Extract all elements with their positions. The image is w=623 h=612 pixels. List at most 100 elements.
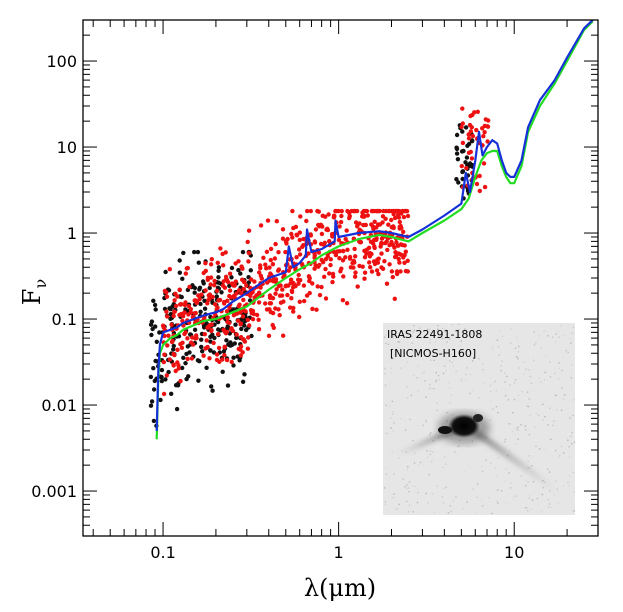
photometry-red-point: [319, 257, 324, 263]
inset-noise-speck: [422, 389, 425, 391]
inset-noise-speck: [528, 414, 531, 417]
photometry-red-point: [374, 237, 379, 242]
inset-noise-speck: [461, 459, 464, 461]
y-tick-label: 100: [46, 52, 77, 71]
photometry-red-point: [348, 265, 354, 270]
photometry-black-point: [240, 249, 246, 255]
photometry-black-point: [202, 298, 207, 303]
inset-noise-speck: [570, 339, 573, 342]
inset-noise-speck: [429, 453, 432, 456]
inset-noise-speck: [404, 419, 406, 421]
inset-noise-speck: [550, 506, 553, 508]
inset-noise-speck: [448, 513, 451, 516]
inset-noise-speck: [411, 499, 413, 501]
inset-noise-speck: [535, 412, 537, 415]
photometry-red-point: [288, 265, 293, 270]
photometry-red-point: [166, 333, 171, 338]
photometry-red-point: [214, 288, 220, 293]
inset-noise-speck: [406, 361, 409, 363]
inset-noise-speck: [385, 432, 388, 435]
inset-noise-speck: [570, 342, 572, 344]
photometry-red-point: [338, 269, 343, 274]
inset-noise-speck: [409, 480, 411, 482]
photometry-red-point: [240, 314, 246, 319]
photometry-red-point: [307, 278, 312, 284]
photometry-red-point: [245, 317, 250, 323]
inset-noise-speck: [503, 441, 506, 443]
inset-noise-speck: [384, 487, 386, 489]
photometry-red-point: [272, 278, 277, 283]
inset-noise-speck: [559, 354, 561, 357]
inset-noise-speck: [528, 455, 530, 457]
inset-noise-speck: [408, 504, 411, 507]
inset-noise-speck: [540, 347, 542, 349]
inset-noise-speck: [558, 367, 560, 370]
inset-noise-speck: [537, 414, 540, 416]
inset-noise-speck: [384, 384, 387, 386]
inset-noise-speck: [528, 434, 531, 436]
inset-noise-speck: [425, 420, 427, 422]
photometry-red-point: [460, 106, 465, 111]
inset-core: [448, 414, 480, 438]
photometry-red-point: [278, 283, 283, 288]
photometry-red-point: [258, 263, 263, 268]
photometry-black-point: [181, 250, 186, 256]
inset-noise-speck: [443, 456, 446, 458]
photometry-red-point: [362, 270, 368, 275]
inset-noise-speck: [562, 397, 564, 399]
inset-noise-speck: [386, 343, 388, 345]
inset-noise-speck: [460, 380, 462, 382]
y-axis-title: Fν: [18, 279, 50, 305]
inset-noise-speck: [569, 417, 571, 419]
photometry-red-point: [367, 260, 372, 265]
photometry-red-point: [391, 224, 396, 229]
photometry-red-point: [341, 248, 346, 254]
photometry-red-point: [276, 250, 281, 255]
photometry-black-point: [212, 335, 217, 341]
inset-noise-speck: [526, 405, 528, 407]
inset-noise-speck: [518, 394, 521, 397]
inset-noise-speck: [568, 446, 570, 448]
inset-noise-speck: [538, 352, 541, 354]
inset-noise-speck: [547, 424, 549, 426]
inset-noise-speck: [573, 491, 575, 493]
inset-noise-speck: [414, 485, 416, 487]
photometry-red-point: [330, 271, 336, 277]
inset-noise-speck: [535, 430, 538, 432]
photometry-red-point: [328, 257, 333, 262]
inset-noise-speck: [427, 502, 429, 504]
photometry-red-point: [344, 228, 349, 233]
inset-noise-speck: [443, 365, 446, 367]
inset-noise-speck: [470, 332, 472, 335]
photometry-red-point: [301, 243, 306, 248]
photometry-black-point: [224, 338, 229, 343]
inset-noise-speck: [422, 339, 425, 341]
inset-noise-speck: [417, 424, 419, 427]
photometry-black-point: [177, 258, 182, 263]
inset-noise-speck: [413, 458, 415, 460]
photometry-red-point: [179, 345, 185, 350]
inset-noise-speck: [391, 400, 393, 403]
photometry-black-point: [210, 388, 215, 393]
photometry-black-point: [239, 326, 244, 332]
inset-noise-speck: [445, 370, 447, 372]
photometry-red-point: [297, 299, 302, 304]
photometry-red-point: [468, 113, 473, 119]
photometry-red-point: [271, 325, 276, 330]
inset-noise-speck: [542, 419, 544, 422]
photometry-black-point: [195, 249, 201, 255]
photometry-red-point: [481, 134, 486, 139]
photometry-red-point: [387, 262, 392, 267]
photometry-black-point: [148, 374, 154, 380]
inset-noise-speck: [385, 404, 387, 407]
photometry-red-point: [386, 222, 391, 227]
photometry-red-point: [397, 209, 402, 214]
photometry-red-point: [185, 356, 190, 362]
inset-noise-speck: [447, 382, 449, 384]
inset-noise-speck: [555, 333, 557, 335]
photometry-red-point: [189, 356, 195, 361]
photometry-red-point: [164, 373, 169, 378]
inset-noise-speck: [571, 332, 573, 334]
inset-noise-speck: [415, 511, 418, 513]
photometry-red-point: [380, 214, 386, 219]
